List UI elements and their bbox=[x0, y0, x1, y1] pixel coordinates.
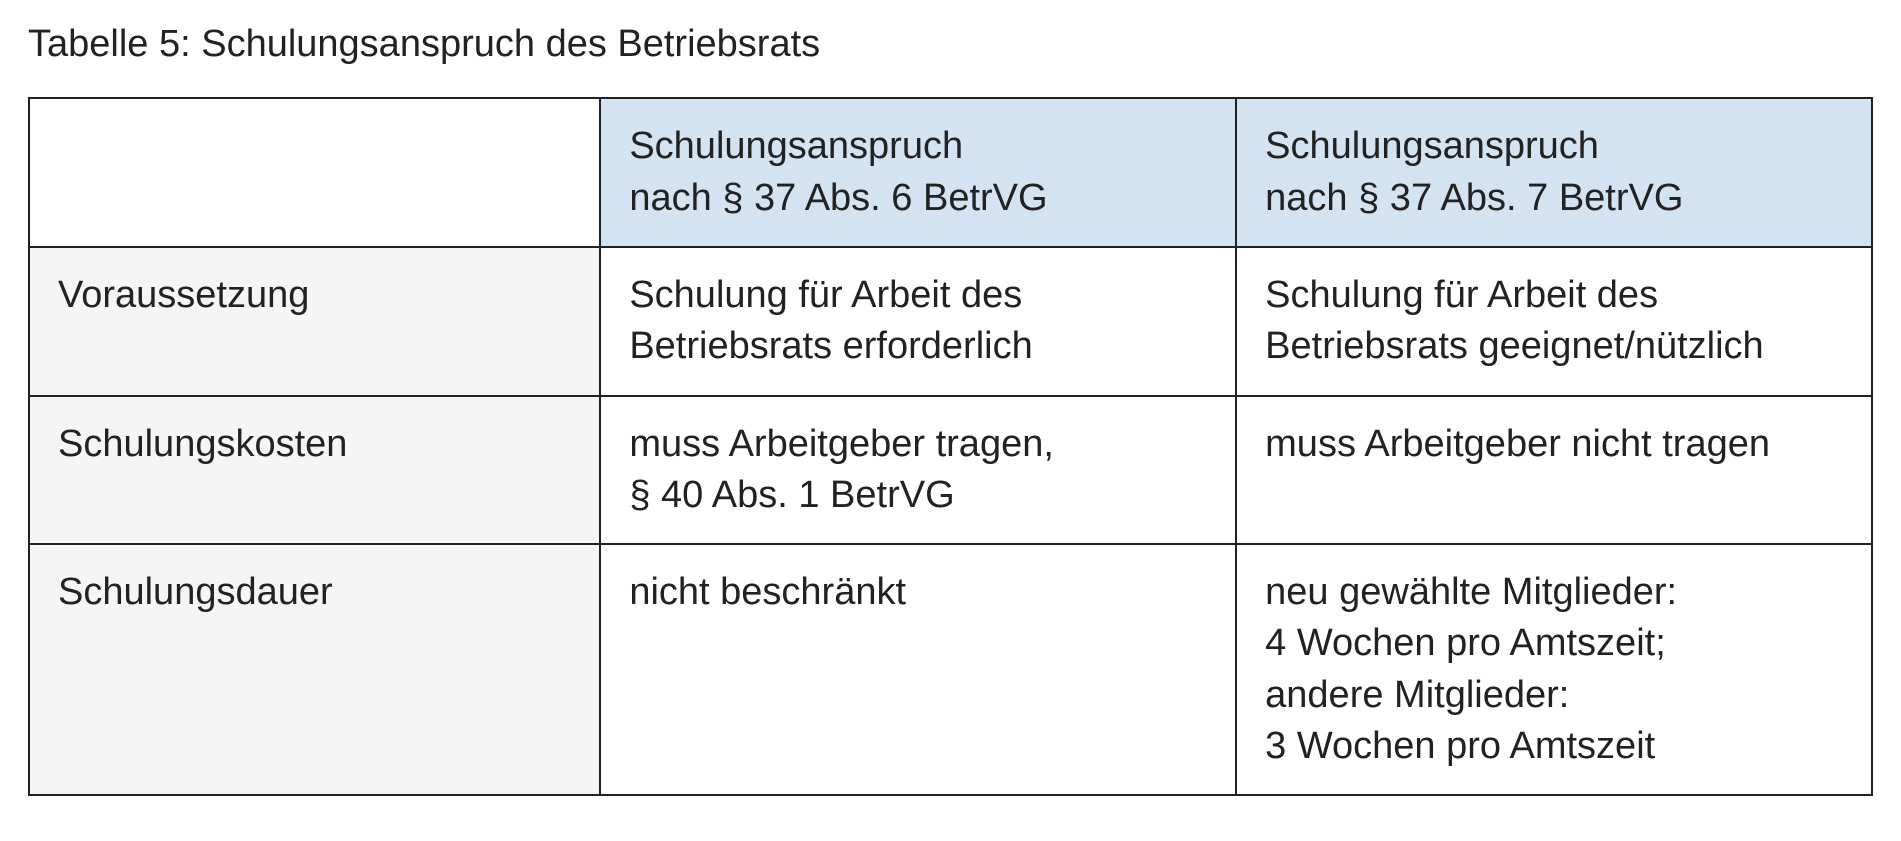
table-cell: neu gewählte Mitglieder:4 Wochen pro Amt… bbox=[1236, 544, 1872, 795]
table-cell: muss Arbeitgeber tragen,§ 40 Abs. 1 Betr… bbox=[600, 396, 1236, 545]
table-corner-cell bbox=[29, 98, 600, 247]
table-cell: Schulung für Arbeit des Betriebsrats erf… bbox=[600, 247, 1236, 396]
table-row: Schulungskosten muss Arbeitgeber tragen,… bbox=[29, 396, 1872, 545]
table-cell: muss Arbeitgeber nicht tragen bbox=[1236, 396, 1872, 545]
table-caption: Tabelle 5: Schulungsanspruch des Betrieb… bbox=[28, 20, 1873, 69]
column-header: Schulungsanspruchnach § 37 Abs. 7 BetrVG bbox=[1236, 98, 1872, 247]
schulungsanspruch-table: Schulungsanspruchnach § 37 Abs. 6 BetrVG… bbox=[28, 97, 1873, 796]
row-header: Schulungsdauer bbox=[29, 544, 600, 795]
column-header: Schulungsanspruchnach § 37 Abs. 6 BetrVG bbox=[600, 98, 1236, 247]
table-cell: Schulung für Arbeit des Betriebsrats gee… bbox=[1236, 247, 1872, 396]
page-container: Tabelle 5: Schulungsanspruch des Betrieb… bbox=[0, 0, 1901, 836]
row-header: Voraussetzung bbox=[29, 247, 600, 396]
table-cell: nicht beschränkt bbox=[600, 544, 1236, 795]
table-row: Schulungsdauer nicht beschränkt neu gewä… bbox=[29, 544, 1872, 795]
table-header-row: Schulungsanspruchnach § 37 Abs. 6 BetrVG… bbox=[29, 98, 1872, 247]
row-header: Schulungskosten bbox=[29, 396, 600, 545]
table-row: Voraussetzung Schulung für Arbeit des Be… bbox=[29, 247, 1872, 396]
